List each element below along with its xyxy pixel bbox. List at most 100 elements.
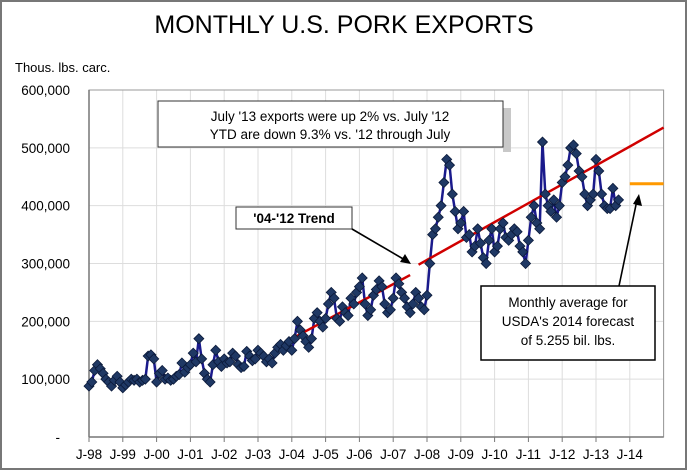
- data-point: [342, 309, 354, 322]
- data-point: [204, 376, 216, 388]
- data-point: [151, 376, 163, 388]
- data-point: [291, 315, 303, 327]
- data-point: [559, 171, 571, 183]
- data-point: [418, 304, 430, 316]
- arrow-head-icon: [633, 194, 642, 206]
- data-point: [359, 298, 371, 310]
- x-tick-label: J-98: [76, 447, 102, 462]
- data-point: [365, 304, 377, 316]
- data-point: [334, 315, 346, 327]
- data-point: [517, 246, 529, 258]
- data-point: [534, 223, 546, 235]
- data-point: [551, 211, 563, 223]
- data-point: [156, 364, 168, 377]
- data-point: [472, 223, 484, 235]
- x-tick-label: J-03: [245, 447, 271, 462]
- data-point: [579, 188, 591, 200]
- data-point: [435, 200, 447, 212]
- data-point: [449, 205, 461, 218]
- data-point: [612, 194, 625, 206]
- x-tick-label: J-09: [448, 447, 474, 462]
- x-tick-label: J-00: [143, 447, 169, 462]
- data-point: [443, 159, 456, 171]
- chart-title: MONTHLY U.S. PORK EXPORTS: [154, 11, 533, 39]
- data-point: [567, 139, 580, 151]
- data-point: [148, 353, 160, 365]
- data-point: [249, 353, 261, 365]
- data-point: [474, 237, 487, 249]
- data-point: [593, 165, 605, 177]
- data-point: [545, 205, 557, 218]
- x-tick-label: J-04: [279, 447, 306, 462]
- data-point: [553, 200, 565, 212]
- data-point: [570, 148, 582, 160]
- y-tick-label: 100,000: [21, 372, 70, 387]
- data-point: [404, 307, 416, 319]
- x-tick-label: J-08: [414, 447, 440, 462]
- x-tick-label: J-02: [211, 447, 237, 462]
- forecast-arrow: [618, 199, 638, 287]
- x-tick-label: J-01: [177, 447, 203, 462]
- data-point: [432, 211, 444, 223]
- axes: - 100,000 200,000 300,000 400,000 500,000 600,…: [21, 83, 665, 462]
- data-point: [289, 333, 301, 345]
- data-point: [421, 289, 433, 301]
- y-tick-label: 600,000: [21, 83, 70, 98]
- data-point: [238, 360, 250, 373]
- data-point: [446, 188, 458, 200]
- data-point: [384, 304, 396, 316]
- data-point: [210, 344, 222, 356]
- data-point: [328, 292, 340, 304]
- data-point: [455, 217, 467, 229]
- data-point: [590, 153, 602, 165]
- data-point: [187, 347, 199, 359]
- x-tick-label: J-10: [481, 447, 507, 462]
- x-tick-label: J-11: [516, 447, 541, 462]
- data-point: [229, 350, 242, 362]
- x-tick-label: J-06: [346, 447, 372, 462]
- trend-line: [417, 126, 665, 266]
- y-tick-label: 400,000: [21, 199, 70, 214]
- data-point: [486, 223, 498, 235]
- forecast-line-1: Monthly average for: [508, 295, 628, 310]
- data-point: [528, 200, 540, 212]
- data-point: [407, 298, 419, 310]
- data-point: [303, 341, 315, 353]
- series: [83, 126, 665, 394]
- data-point: [424, 257, 436, 270]
- data-point: [412, 292, 425, 304]
- data-point: [224, 356, 236, 368]
- data-point: [562, 159, 574, 171]
- data-point: [348, 298, 360, 310]
- data-point: [483, 234, 495, 246]
- data-point: [576, 171, 588, 183]
- data-point: [522, 234, 534, 246]
- forecast-box: [480, 285, 656, 361]
- forecast-line-2: USDA's 2014 forecast: [502, 314, 635, 329]
- y-tick-label: -: [56, 430, 61, 445]
- data-point: [497, 217, 509, 229]
- trend-label: '04-'12 Trend: [253, 211, 334, 226]
- note-box: [157, 100, 504, 148]
- data-point: [536, 136, 549, 148]
- data-point: [305, 333, 318, 345]
- data-point: [139, 373, 151, 385]
- data-point: [438, 176, 450, 189]
- data-point: [356, 272, 368, 284]
- data-point: [393, 278, 405, 290]
- note-line-2: YTD are down 9.3% vs. '12 through July: [210, 127, 451, 142]
- y-tick-label: 200,000: [21, 314, 70, 329]
- shadow: [503, 108, 511, 152]
- data-point: [548, 194, 560, 206]
- x-tick-label: J-99: [110, 447, 136, 462]
- data-point: [587, 188, 599, 200]
- x-tick-label: J-13: [583, 447, 609, 462]
- data-point: [398, 292, 411, 304]
- data-point: [539, 188, 551, 200]
- y-tick-label: 300,000: [21, 257, 70, 272]
- data-point: [193, 333, 205, 345]
- data-point: [480, 257, 492, 270]
- y-tick-label: 500,000: [21, 141, 70, 156]
